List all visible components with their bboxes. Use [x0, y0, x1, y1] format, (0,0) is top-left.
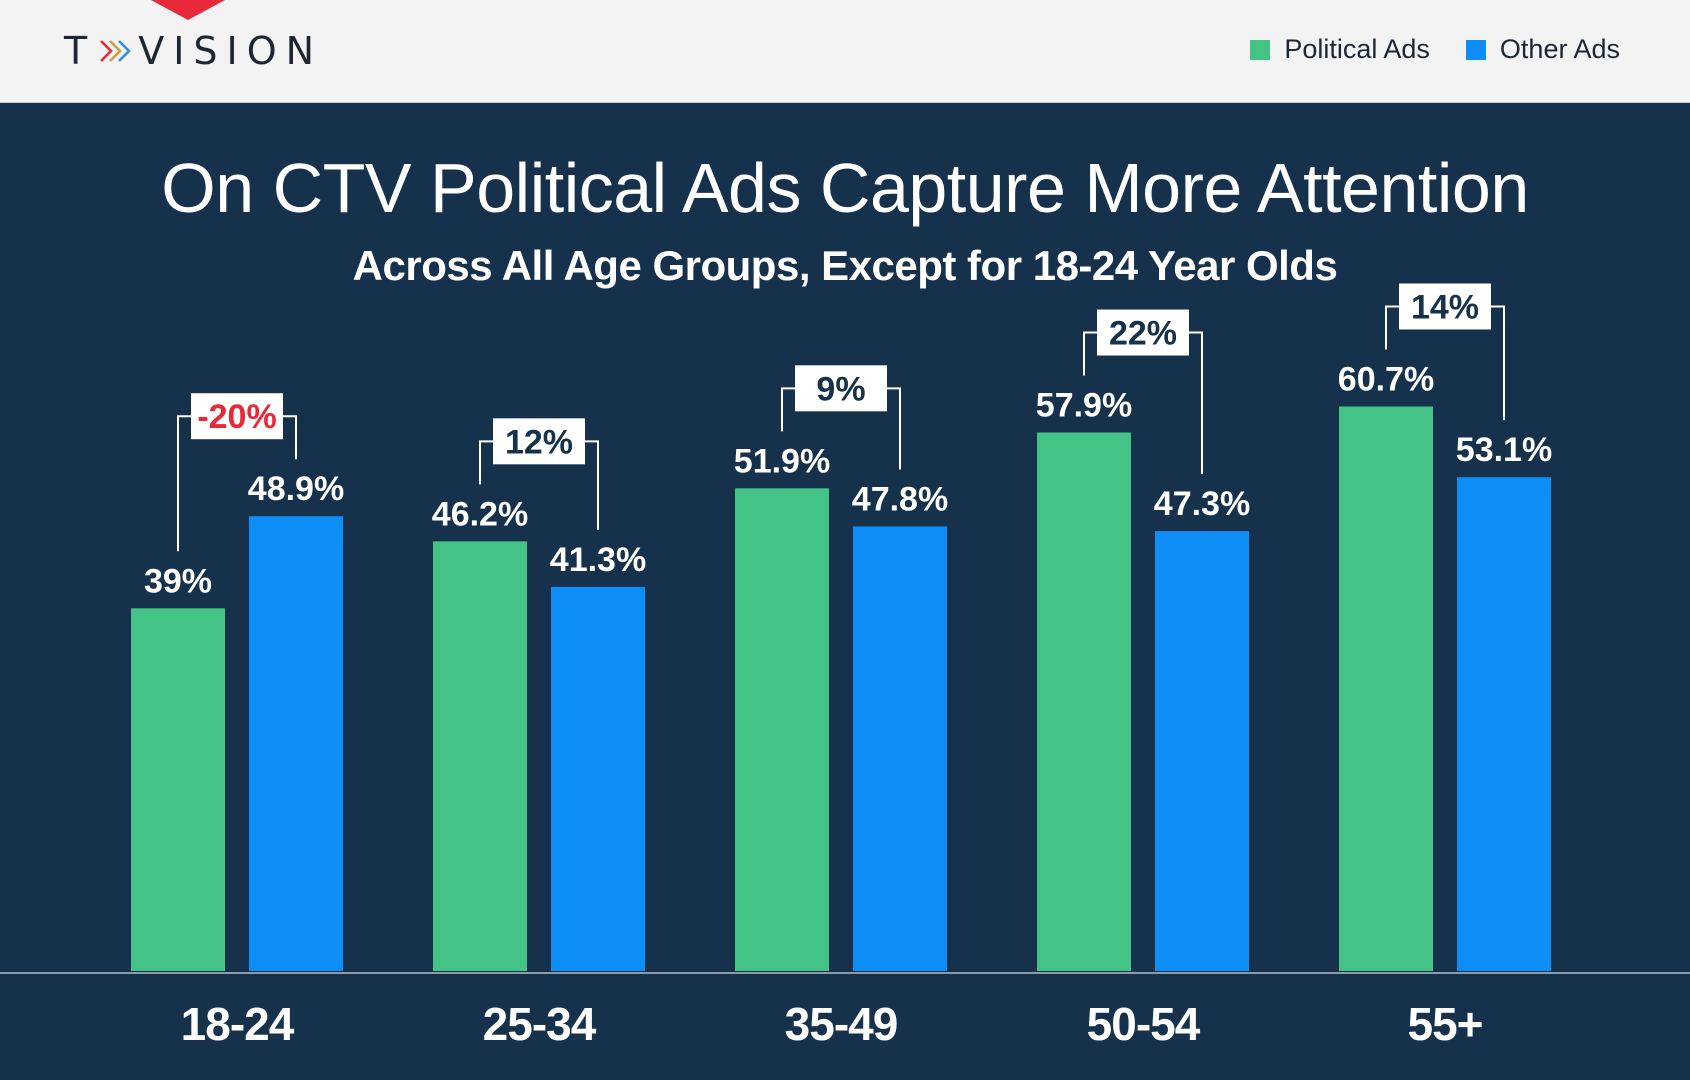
logo-chevrons-icon	[100, 40, 132, 62]
category-label-35-49: 35-49	[785, 998, 898, 1050]
difference-box-55+	[1399, 283, 1491, 330]
chart-subtitle: Across All Age Groups, Except for 18-24 …	[352, 242, 1338, 289]
bar-political-18-24	[131, 608, 225, 971]
legend-item-political: Political Ads	[1250, 34, 1430, 65]
category-label-25-34: 25-34	[483, 998, 597, 1050]
difference-label-25-34: 12%	[505, 423, 573, 461]
difference-box-18-24	[191, 393, 283, 440]
difference-label-50-54: 22%	[1109, 315, 1177, 353]
bar-other-55+	[1457, 477, 1551, 971]
legend-swatch-other	[1465, 39, 1486, 60]
logo-suffix: VISION	[138, 29, 324, 73]
value-label-other-55+: 53.1%	[1456, 431, 1552, 469]
logo-prefix: T	[64, 29, 97, 73]
category-label-55+: 55+	[1407, 998, 1482, 1050]
value-label-other-50-54: 47.3%	[1154, 485, 1250, 523]
value-label-political-25-34: 46.2%	[432, 495, 528, 533]
legend-label-political: Political Ads	[1284, 34, 1430, 64]
value-label-other-35-49: 47.8%	[852, 480, 948, 518]
difference-box-50-54	[1097, 309, 1189, 356]
value-label-political-55+: 60.7%	[1338, 360, 1434, 398]
category-label-18-24: 18-24	[181, 998, 295, 1050]
bar-political-55+	[1339, 406, 1433, 971]
bar-political-50-54	[1037, 432, 1131, 971]
difference-label-35-49: 9%	[816, 370, 865, 408]
bar-other-18-24	[249, 516, 343, 971]
bar-other-50-54	[1155, 531, 1249, 971]
value-label-political-35-49: 51.9%	[734, 442, 830, 480]
legend-swatch-political	[1250, 39, 1271, 60]
difference-box-25-34	[493, 418, 585, 465]
header-bar: T VISION Political Ads Other Ads	[0, 0, 1690, 103]
chart-title: On CTV Political Ads Capture More Attent…	[161, 149, 1529, 227]
difference-label-55+: 14%	[1411, 288, 1479, 326]
value-label-political-50-54: 57.9%	[1036, 387, 1132, 425]
bar-other-25-34	[551, 586, 645, 971]
value-label-other-18-24: 48.9%	[248, 470, 344, 508]
difference-label-18-24: -20%	[197, 398, 276, 436]
tvision-logo: T VISION	[64, 29, 323, 73]
legend-item-other: Other Ads	[1465, 34, 1620, 65]
value-label-other-25-34: 41.3%	[550, 541, 646, 579]
legend-label-other: Other Ads	[1499, 34, 1620, 64]
chart-legend: Political Ads Other Ads	[1214, 34, 1620, 65]
logo-triangle-icon	[151, 0, 225, 20]
difference-box-35-49	[795, 365, 887, 412]
bar-political-25-34	[433, 541, 527, 971]
bar-political-35-49	[735, 488, 829, 971]
value-label-political-18-24: 39%	[144, 562, 212, 600]
category-label-50-54: 50-54	[1087, 998, 1201, 1050]
bar-other-35-49	[853, 526, 947, 971]
